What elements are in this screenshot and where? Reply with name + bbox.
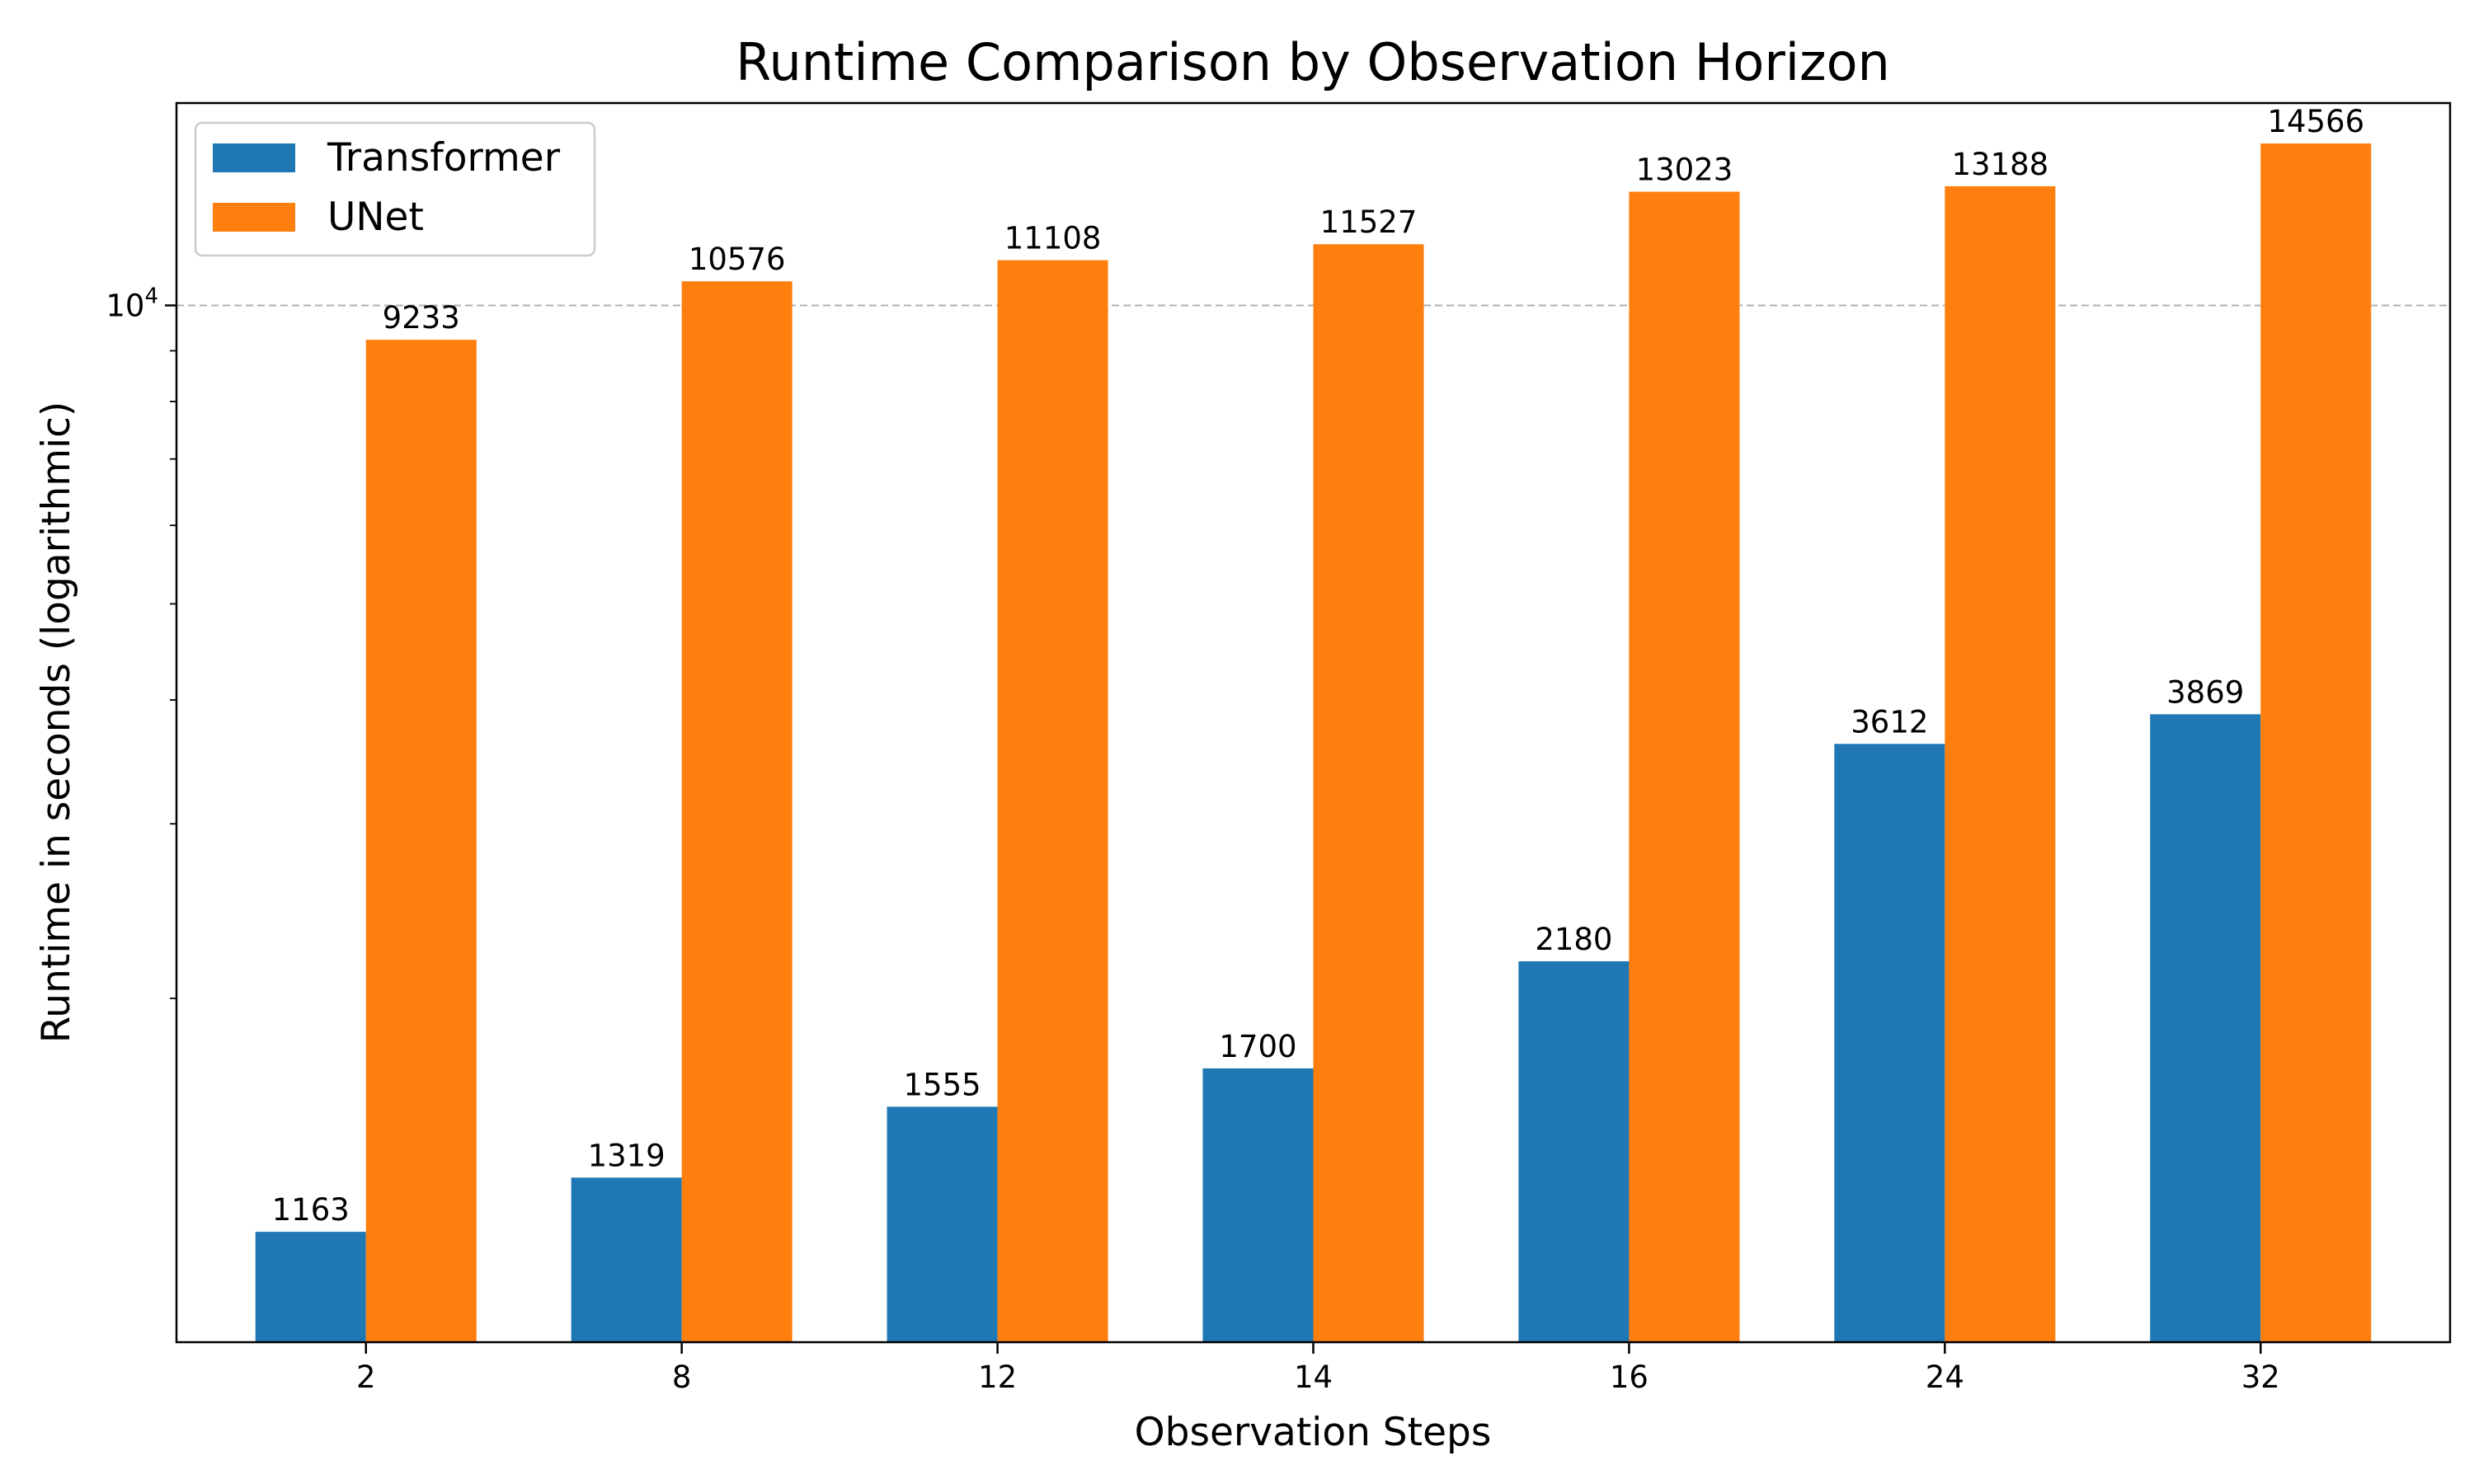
data-label-transformer-2: 1163	[272, 1192, 350, 1228]
data-label-transformer-32: 3869	[2166, 674, 2244, 710]
data-label-unet-32: 14566	[2267, 104, 2364, 139]
y-tick-label: 104	[106, 284, 158, 323]
bar-transformer-2	[255, 1232, 366, 1342]
plot-frame	[175, 101, 2452, 1344]
data-label-unet-12: 11108	[1004, 221, 1102, 256]
bar-transformer-14	[1202, 1068, 1314, 1342]
data-label-unet-8: 10576	[689, 242, 786, 277]
bar-unet-14	[1313, 244, 1424, 1343]
bar-unet-16	[1629, 191, 1740, 1342]
data-labels: 1163 1319 1555 1700 2180 3612 3869 9233 10576 111…	[272, 104, 2364, 1228]
bar-unet-2	[365, 340, 477, 1342]
x-tick-label: 12	[978, 1360, 1017, 1395]
legend-swatch-transformer	[213, 143, 295, 172]
data-label-transformer-12: 1555	[903, 1067, 981, 1102]
x-axis-label: Observation Steps	[1135, 1410, 1492, 1455]
bar-unet-24	[1945, 186, 2056, 1342]
data-label-unet-16: 13023	[1636, 153, 1733, 188]
bar-transformer-24	[1834, 744, 1945, 1342]
bar-unet-32	[2260, 143, 2372, 1342]
data-label-unet-2: 9233	[383, 300, 460, 336]
bars	[255, 143, 2372, 1343]
bar-unet-8	[681, 281, 793, 1343]
x-tick-label: 2	[356, 1360, 376, 1395]
data-label-transformer-14: 1700	[1219, 1029, 1296, 1064]
legend: Transformer UNet	[194, 121, 596, 257]
bar-transformer-32	[2150, 714, 2261, 1342]
data-label-unet-14: 11527	[1320, 204, 1418, 240]
legend-label-transformer: Transformer	[327, 135, 561, 181]
data-label-transformer-16: 2180	[1535, 922, 1612, 957]
bar-transformer-8	[571, 1177, 682, 1342]
data-label-transformer-24: 3612	[1851, 704, 1928, 740]
legend-swatch-unet	[213, 203, 295, 232]
bar-transformer-16	[1518, 960, 1630, 1342]
bar-unet-12	[997, 260, 1108, 1343]
x-tick-label: 14	[1294, 1360, 1333, 1395]
x-tick-label: 24	[1926, 1360, 1964, 1395]
data-label-unet-24: 13188	[1951, 147, 2048, 182]
chart-title: Runtime Comparison by Observation Horizo…	[736, 32, 1890, 92]
x-tick-label: 8	[672, 1360, 692, 1395]
y-axis-label: Runtime in seconds (logarithmic)	[34, 402, 79, 1043]
x-tick-label: 16	[1610, 1360, 1649, 1395]
x-tick-label: 32	[2241, 1360, 2280, 1395]
data-label-transformer-8: 1319	[588, 1138, 666, 1173]
ticks: 104 2 8 12 14 16 24 32	[106, 284, 2279, 1395]
legend-label-unet: UNet	[327, 195, 424, 240]
bar-transformer-12	[887, 1106, 998, 1342]
